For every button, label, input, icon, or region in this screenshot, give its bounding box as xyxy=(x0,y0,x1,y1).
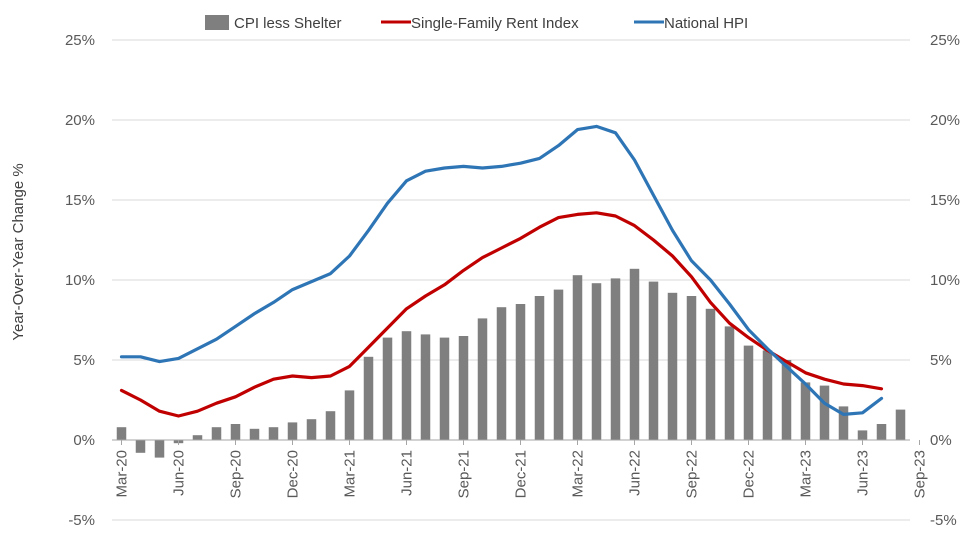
cpi-bar xyxy=(401,331,412,440)
y-ticks-left: -5% 0% 5% 10% 15% 20% 25% xyxy=(65,32,95,529)
y-axis-title: Year-Over-Year Change % xyxy=(10,163,27,340)
x-tick-label: Mar-22 xyxy=(570,450,587,498)
cpi-bar xyxy=(629,268,640,440)
cpi-bar xyxy=(572,275,583,440)
cpi-bar xyxy=(211,427,222,440)
hpi-line xyxy=(119,124,884,416)
cpi-bar xyxy=(648,281,659,440)
y-tick-label-left: 5% xyxy=(73,352,95,369)
cpi-bar xyxy=(192,435,203,440)
legend: CPI less Shelter Single-Family Rent Inde… xyxy=(205,15,748,32)
cpi-bar xyxy=(515,304,526,440)
x-ticks: Mar-20 Jun-20 Sep-20 Dec-20 Mar-21 Jun-21 Sep-… xyxy=(114,440,929,498)
y-tick-label-left: 20% xyxy=(65,112,95,129)
gridlines xyxy=(112,39,910,521)
rent-index-line xyxy=(119,211,884,418)
cpi-bar xyxy=(743,345,754,440)
cpi-bars xyxy=(116,268,906,458)
cpi-bar xyxy=(382,337,393,440)
y-tick-label-right: 20% xyxy=(930,112,960,129)
x-tick-label: Dec-22 xyxy=(741,450,758,498)
y-tick-label-left: 15% xyxy=(65,192,95,209)
cpi-bar xyxy=(363,356,374,440)
cpi-bar xyxy=(534,296,545,440)
legend-label-hpi: National HPI xyxy=(664,15,748,32)
cpi-bar xyxy=(154,440,165,458)
cpi-bar xyxy=(249,428,260,440)
x-tick-label: Jun-21 xyxy=(399,450,416,496)
cpi-bar xyxy=(116,427,127,440)
cpi-bar xyxy=(591,283,602,440)
cpi-bar xyxy=(135,440,146,453)
cpi-bar xyxy=(553,289,564,440)
y-ticks-right: -5% 0% 5% 10% 15% 20% 25% xyxy=(930,32,960,529)
x-tick-label: Jun-20 xyxy=(171,450,188,496)
series-lines xyxy=(119,124,884,418)
cpi-bar xyxy=(230,424,241,440)
cpi-bar xyxy=(781,360,792,440)
cpi-bar xyxy=(287,422,298,440)
y-tick-label-right: 5% xyxy=(930,352,952,369)
cpi-bar xyxy=(819,385,830,440)
legend-swatch-cpi xyxy=(205,15,229,30)
y-tick-label-left: 25% xyxy=(65,32,95,49)
y-tick-label-left: 0% xyxy=(73,432,95,449)
cpi-bar xyxy=(458,336,469,440)
x-tick-label: Jun-22 xyxy=(627,450,644,496)
cpi-bar xyxy=(496,307,507,440)
cpi-bar xyxy=(838,406,849,440)
x-tick-label: Dec-20 xyxy=(285,450,302,498)
cpi-bar xyxy=(477,318,488,440)
x-tick-label: Sep-20 xyxy=(228,450,245,498)
legend-label-cpi: CPI less Shelter xyxy=(234,15,342,32)
x-tick-label: Sep-22 xyxy=(684,450,701,498)
x-tick-label: Sep-23 xyxy=(912,450,929,498)
cpi-bar xyxy=(724,326,735,440)
x-tick-label: Mar-20 xyxy=(114,450,131,498)
y-tick-label-right: 0% xyxy=(930,432,952,449)
cpi-bar xyxy=(895,409,906,440)
cpi-bar xyxy=(325,411,336,440)
x-tick-label: Sep-21 xyxy=(456,450,473,498)
cpi-bar xyxy=(439,337,450,440)
x-tick-label: Mar-23 xyxy=(798,450,815,498)
y-tick-label-right: 25% xyxy=(930,32,960,49)
cpi-bar xyxy=(610,278,621,440)
cpi-bar xyxy=(306,419,317,440)
y-tick-label-right: 15% xyxy=(930,192,960,209)
cpi-bar xyxy=(667,292,678,440)
legend-label-rent: Single-Family Rent Index xyxy=(411,15,579,32)
cpi-bar xyxy=(686,296,697,440)
cpi-bar xyxy=(876,424,887,440)
y-tick-label-left: -5% xyxy=(68,512,95,529)
cpi-bar xyxy=(705,308,716,440)
cpi-bar xyxy=(268,427,279,440)
x-tick-label: Jun-23 xyxy=(855,450,872,496)
cpi-bar xyxy=(420,334,431,440)
cpi-bar xyxy=(344,390,355,440)
x-tick-label: Mar-21 xyxy=(342,450,359,498)
cpi-bar xyxy=(762,350,773,440)
cpi-bar xyxy=(857,430,868,440)
cpi-bar xyxy=(800,382,811,440)
x-tick-label: Dec-21 xyxy=(513,450,530,498)
y-tick-label-right: -5% xyxy=(930,512,957,529)
y-tick-label-right: 10% xyxy=(930,272,960,289)
y-tick-label-left: 10% xyxy=(65,272,95,289)
